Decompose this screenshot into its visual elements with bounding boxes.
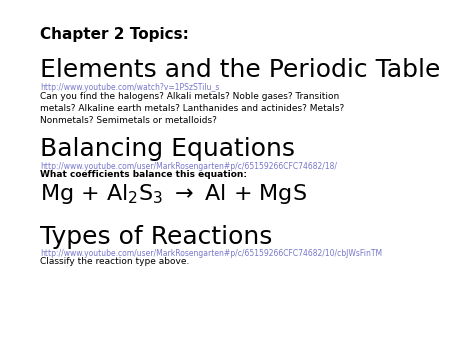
Text: http://www.youtube.com/user/MarkRosengarten#p/c/65159266CFC74682/10/cbJWsFinTM: http://www.youtube.com/user/MarkRosengar… bbox=[40, 249, 382, 258]
Text: Classify the reaction type above.: Classify the reaction type above. bbox=[40, 257, 189, 266]
Text: Elements and the Periodic Table: Elements and the Periodic Table bbox=[40, 58, 441, 82]
Text: http://www.youtube.com/user/MarkRosengarten#p/c/65159266CFC74682/18/: http://www.youtube.com/user/MarkRosengar… bbox=[40, 162, 337, 171]
Text: What coefficients balance this equation:: What coefficients balance this equation: bbox=[40, 170, 247, 179]
Text: http://www.youtube.com/watch?v=1PSzSTilu_s: http://www.youtube.com/watch?v=1PSzSTilu… bbox=[40, 83, 220, 92]
Text: Types of Reactions: Types of Reactions bbox=[40, 225, 272, 249]
Text: Can you find the halogens? Alkali metals? Noble gases? Transition
metals? Alkali: Can you find the halogens? Alkali metals… bbox=[40, 92, 344, 125]
Text: Chapter 2 Topics:: Chapter 2 Topics: bbox=[40, 27, 189, 42]
Text: Mg + Al$_2$S$_3$ $\rightarrow$ Al + MgS: Mg + Al$_2$S$_3$ $\rightarrow$ Al + MgS bbox=[40, 182, 307, 206]
Text: Balancing Equations: Balancing Equations bbox=[40, 137, 295, 161]
